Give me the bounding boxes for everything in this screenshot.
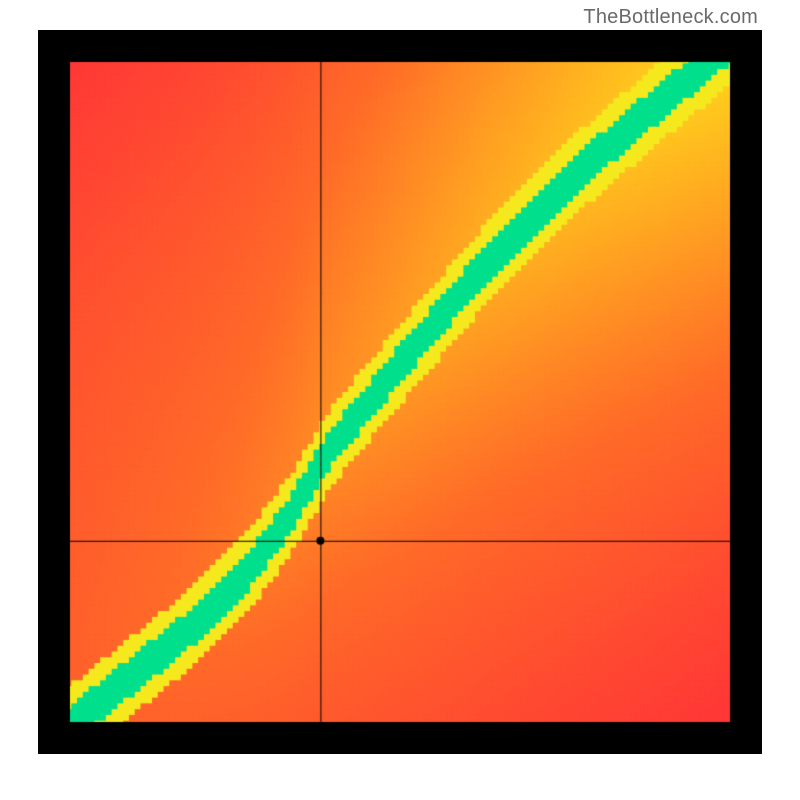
chart-container: TheBottleneck.com	[0, 0, 800, 800]
watermark-text: TheBottleneck.com	[583, 6, 758, 29]
heatmap-canvas	[38, 30, 762, 754]
